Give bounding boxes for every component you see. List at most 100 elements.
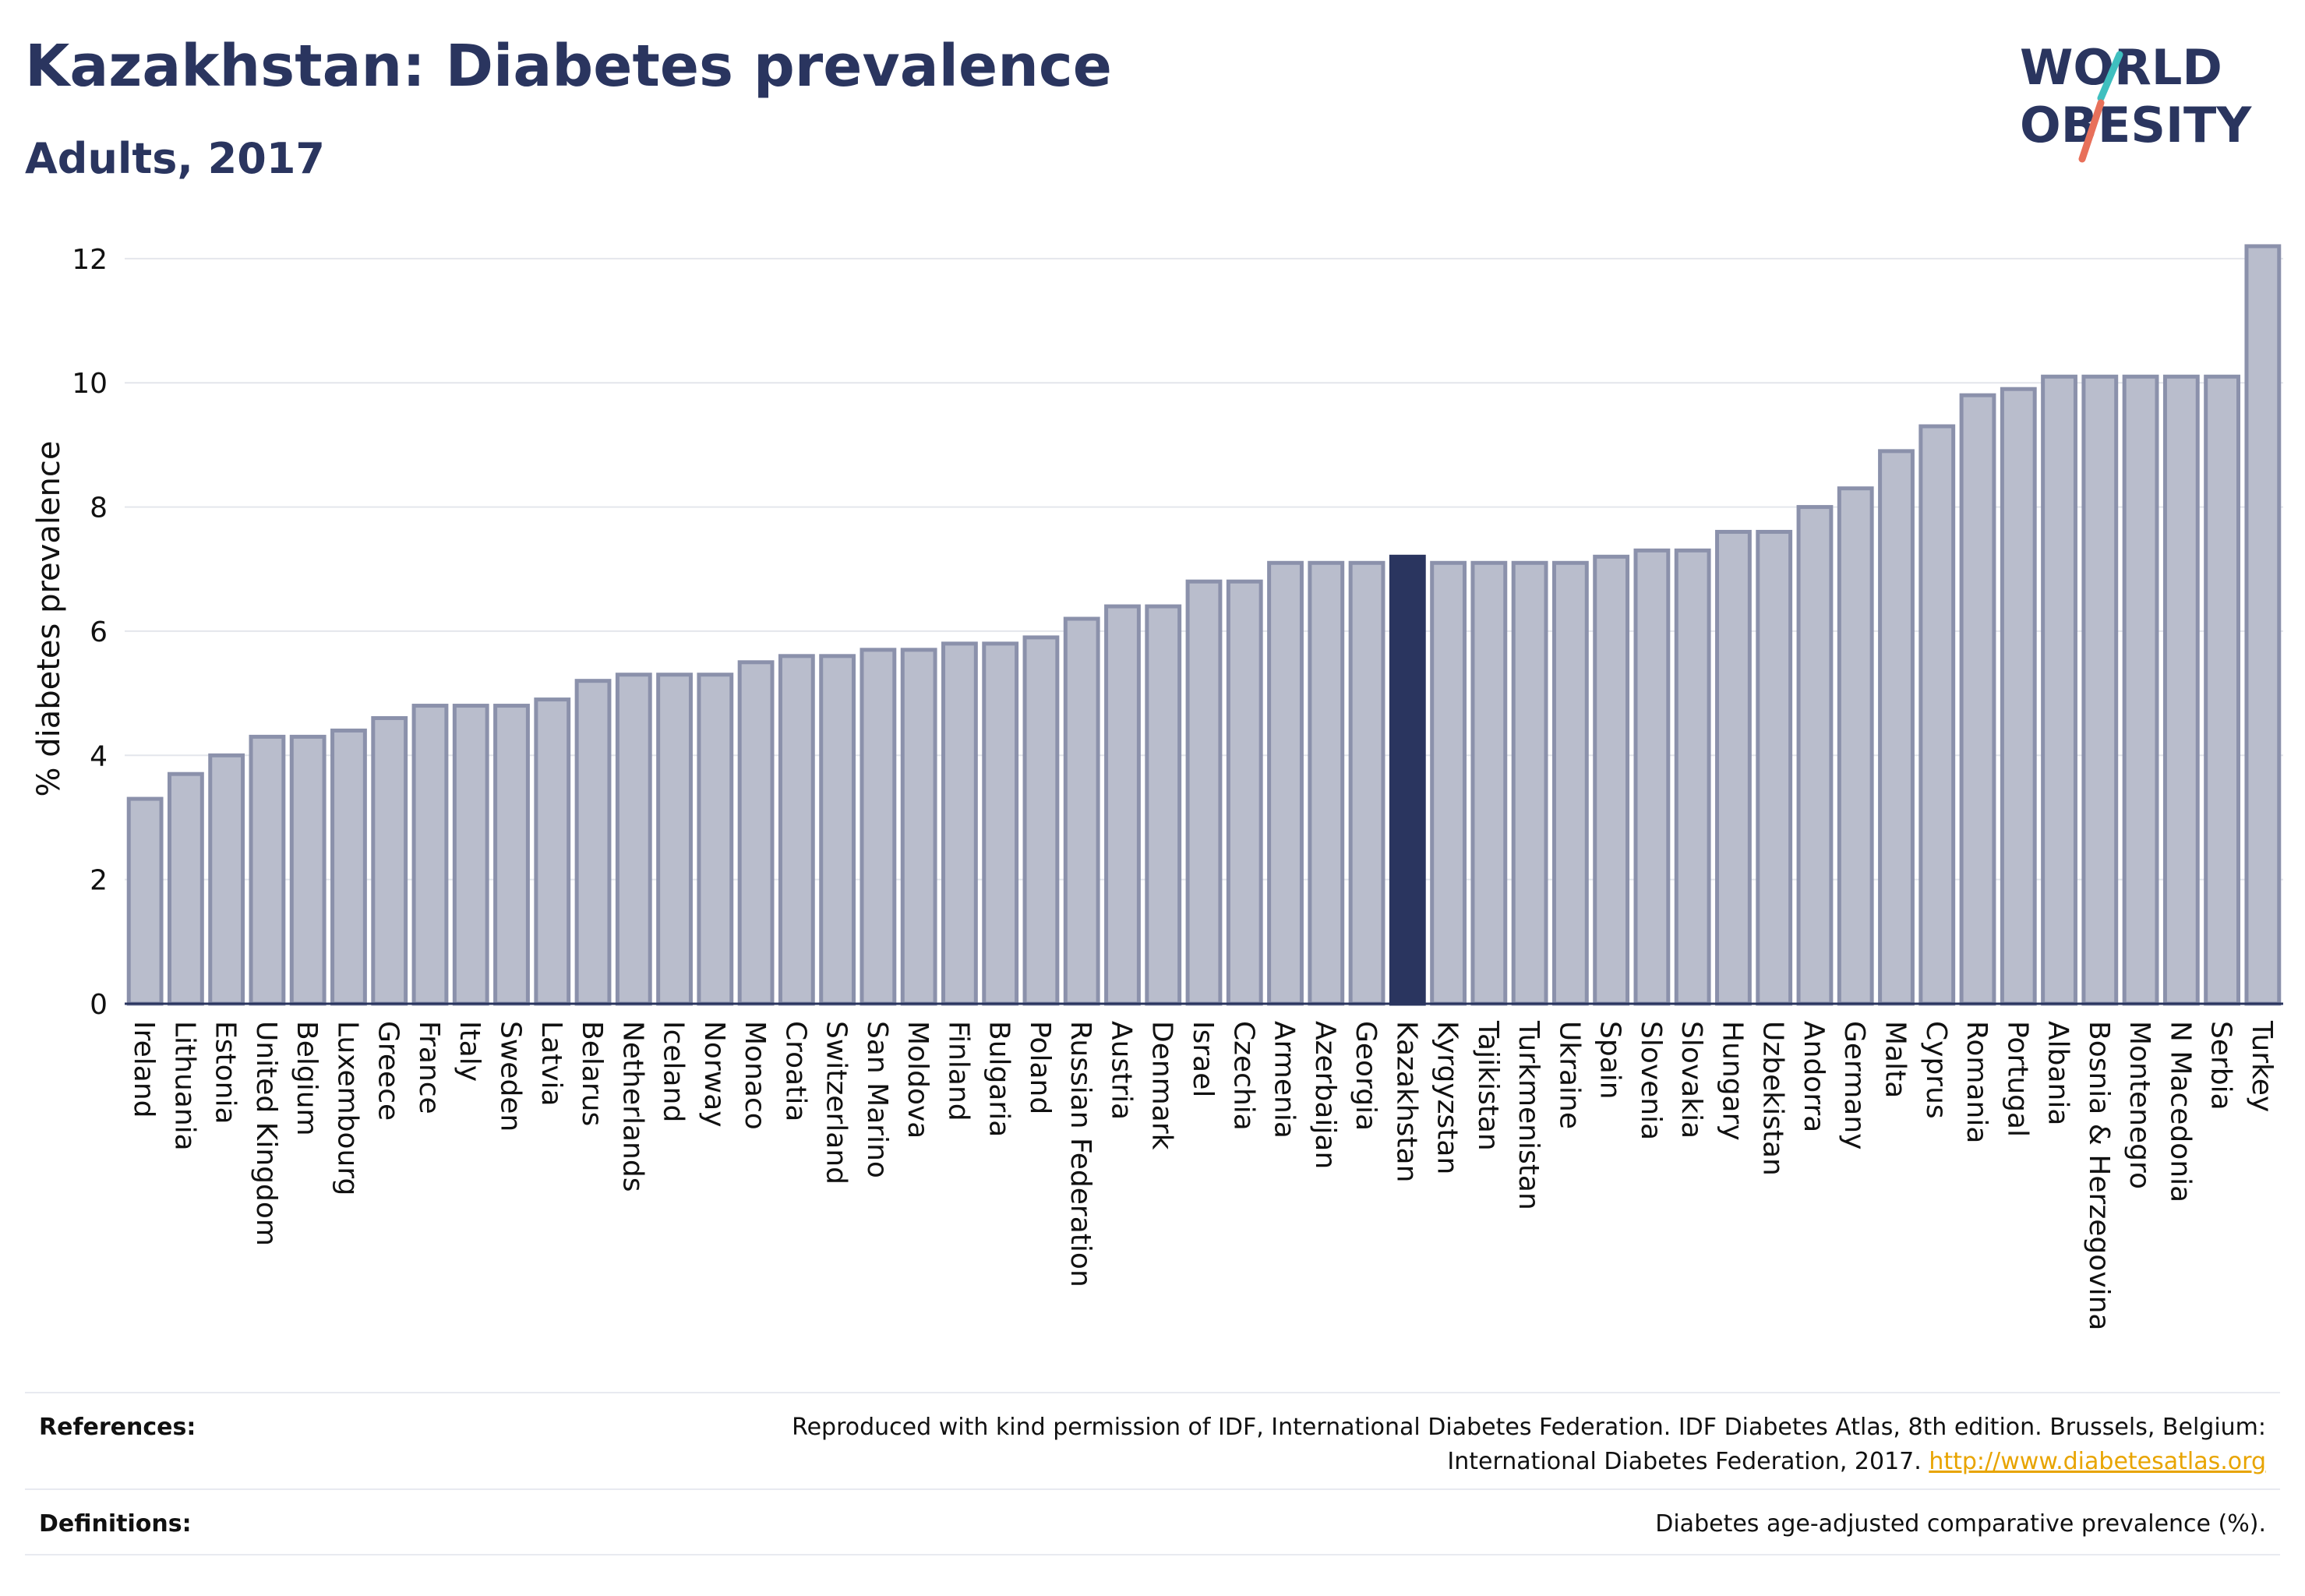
y-tick-labels: 0 2 4 6 8 10 12 bbox=[72, 244, 108, 1021]
x-tick-label: Serbia bbox=[2205, 1021, 2237, 1110]
bar-italy bbox=[452, 704, 489, 1006]
bar-estonia bbox=[208, 753, 245, 1006]
bar-turkmenistan bbox=[1511, 560, 1548, 1006]
x-tick-label: Austria bbox=[1105, 1021, 1137, 1120]
x-tick-label: Netherlands bbox=[616, 1021, 648, 1192]
bar-turkey bbox=[2244, 244, 2282, 1006]
bar-sweden bbox=[493, 704, 530, 1006]
bar-kyrgyzstan bbox=[1430, 560, 1467, 1006]
bar-iceland bbox=[656, 673, 693, 1006]
x-tick-label: Germany bbox=[1838, 1021, 1870, 1149]
y-tick-label: 6 bbox=[90, 616, 108, 648]
bar-chart: 0 2 4 6 8 10 12 Ireland Lithuania Estonia United … bbox=[31, 244, 2283, 1330]
x-tick-label: Malta bbox=[1879, 1021, 1911, 1098]
logo-line2: OBESITY bbox=[2020, 97, 2252, 154]
bar-romania bbox=[1959, 393, 1996, 1006]
bar-belgium bbox=[289, 734, 327, 1006]
bar-portugal bbox=[2000, 387, 2037, 1006]
x-tick-label: Sweden bbox=[495, 1021, 527, 1132]
definitions-label: Definitions: bbox=[39, 1510, 192, 1538]
bar-israel bbox=[1185, 579, 1223, 1006]
x-tick-label: Cyprus bbox=[1920, 1021, 1952, 1119]
x-tick-label: United Kingdom bbox=[250, 1021, 282, 1246]
chart-subtitle: Adults, 2017 bbox=[25, 134, 325, 183]
bar-poland bbox=[1022, 635, 1060, 1006]
x-tick-label: Lithuania bbox=[168, 1021, 200, 1151]
y-tick-label: 8 bbox=[90, 493, 108, 524]
bar-denmark bbox=[1145, 604, 1182, 1006]
x-tick-label: Latvia bbox=[535, 1021, 567, 1107]
bar-armenia bbox=[1267, 560, 1304, 1006]
x-tick-label: Iceland bbox=[658, 1021, 690, 1122]
bar-ukraine bbox=[1551, 560, 1589, 1006]
x-tick-label: Croatia bbox=[779, 1021, 811, 1121]
bar-montenegro bbox=[2122, 374, 2159, 1006]
bar-ireland bbox=[126, 796, 164, 1006]
x-tick-label: Bosnia & Herzegovina bbox=[2083, 1021, 2115, 1330]
bar-hungary bbox=[1715, 529, 1752, 1006]
bar-monaco bbox=[737, 660, 775, 1006]
x-tick-labels: Ireland Lithuania Estonia United Kingdom Bel… bbox=[128, 1020, 2278, 1330]
world-obesity-logo: WORLD OBESITY bbox=[2020, 39, 2252, 163]
bar-n-macedonia bbox=[2162, 374, 2200, 1006]
bar-lithuania bbox=[167, 772, 204, 1006]
footer-divider-bottom bbox=[25, 1554, 2280, 1555]
x-tick-label: Estonia bbox=[210, 1021, 242, 1125]
bar-kazakhstan bbox=[1389, 554, 1426, 1006]
bars bbox=[126, 244, 2282, 1006]
definitions-row: Definitions: Diabetes age-adjusted compa… bbox=[25, 1496, 2280, 1551]
logo-line1: WORLD bbox=[2020, 39, 2222, 96]
x-tick-label: Armenia bbox=[1269, 1021, 1301, 1139]
x-tick-label: N Macedonia bbox=[2164, 1021, 2196, 1202]
x-tick-label: Turkey bbox=[2246, 1020, 2278, 1112]
x-tick-label: Finland bbox=[942, 1021, 974, 1121]
x-tick-label: France bbox=[413, 1021, 445, 1114]
bar-bulgaria bbox=[982, 641, 1019, 1006]
x-tick-label: Italy bbox=[454, 1021, 485, 1082]
x-tick-label: Spain bbox=[1594, 1021, 1626, 1100]
bar-norway bbox=[697, 673, 734, 1006]
x-tick-label: Czechia bbox=[1227, 1021, 1259, 1131]
y-tick-label: 4 bbox=[90, 740, 108, 772]
bar-georgia bbox=[1348, 560, 1385, 1006]
bar-tajikistan bbox=[1470, 560, 1508, 1006]
bar-bosnia-herzegovina bbox=[2081, 374, 2119, 1006]
x-tick-label: Belarus bbox=[576, 1021, 608, 1126]
x-tick-label: Bulgaria bbox=[983, 1021, 1015, 1137]
references-label: References: bbox=[39, 1414, 196, 1441]
bar-moldova bbox=[900, 648, 937, 1006]
references-link[interactable]: http://www.diabetesatlas.org bbox=[1929, 1448, 2266, 1475]
bar-san-marino bbox=[860, 648, 897, 1006]
x-tick-label: Kyrgyzstan bbox=[1431, 1021, 1463, 1174]
x-tick-label: Slovakia bbox=[1675, 1021, 1707, 1139]
x-tick-label: Poland bbox=[1024, 1021, 1056, 1114]
references-line1: Reproduced with kind permission of IDF, … bbox=[792, 1414, 2266, 1441]
bar-slovakia bbox=[1674, 548, 1711, 1006]
x-tick-label: Romania bbox=[1961, 1021, 1993, 1143]
x-tick-label: Moldova bbox=[902, 1021, 934, 1139]
bar-andorra bbox=[1796, 505, 1834, 1006]
x-tick-label: Tajikistan bbox=[1472, 1020, 1504, 1151]
x-tick-label: Denmark bbox=[1146, 1021, 1178, 1150]
x-tick-label: Kazakhstan bbox=[1390, 1021, 1422, 1182]
x-tick-label: Montenegro bbox=[2123, 1021, 2155, 1189]
bar-spain bbox=[1593, 554, 1630, 1006]
x-tick-label: Uzbekistan bbox=[1757, 1021, 1789, 1176]
bar-switzerland bbox=[819, 654, 856, 1006]
bar-france bbox=[411, 704, 449, 1006]
bar-latvia bbox=[534, 697, 571, 1006]
bar-greece bbox=[371, 715, 408, 1006]
x-tick-label: Norway bbox=[698, 1021, 730, 1128]
x-tick-label: Slovenia bbox=[1635, 1021, 1667, 1140]
bar-azerbaijan bbox=[1308, 560, 1345, 1006]
y-tick-label: 2 bbox=[90, 865, 108, 897]
y-axis-label: % diabetes prevalence bbox=[31, 440, 67, 796]
x-tick-label: Belgium bbox=[291, 1021, 323, 1136]
x-tick-label: Russian Federation bbox=[1064, 1021, 1096, 1287]
x-tick-label: Israel bbox=[1187, 1021, 1219, 1097]
y-tick-label: 10 bbox=[72, 368, 108, 400]
bar-netherlands bbox=[615, 673, 652, 1006]
bar-czechia bbox=[1226, 579, 1263, 1006]
references-line2: International Diabetes Federation, 2017. bbox=[1447, 1448, 1922, 1475]
bar-belarus bbox=[574, 679, 612, 1006]
